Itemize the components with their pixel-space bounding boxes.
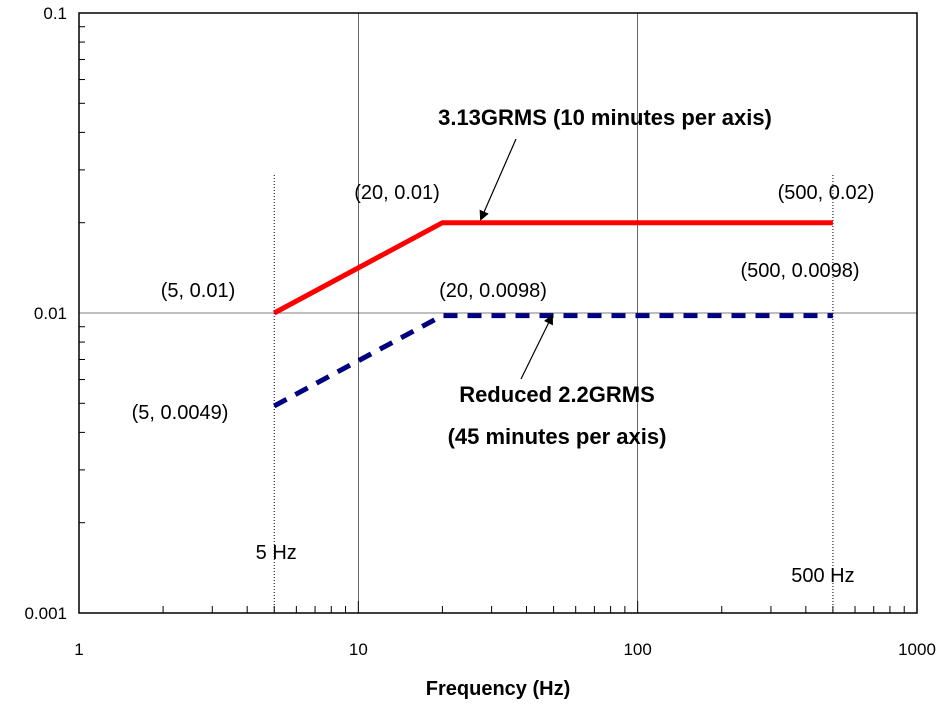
- marker-line-label: 5 Hz: [256, 542, 297, 564]
- x-tick-label: 1: [74, 640, 83, 659]
- point-annotation: (20, 0.01): [354, 182, 440, 204]
- marker-line-label: 500 Hz: [791, 565, 854, 587]
- callout-arrows: [479, 138, 553, 380]
- point-annotation: (20, 0.0098): [439, 280, 547, 302]
- point-annotation: (500, 0.0098): [741, 260, 860, 282]
- callout-reduced-line-1: Reduced 2.2GRMS: [459, 382, 655, 407]
- marker-lines: [273, 175, 834, 613]
- point-annotation: (500, 0.02): [778, 182, 875, 204]
- y-tick-label: 0.01: [34, 304, 67, 323]
- grid: [79, 13, 917, 613]
- y-tick-label: 0.001: [24, 604, 67, 623]
- plot-area-frame: [78, 12, 918, 614]
- text-labels: 1 10 100 1000 0.1 0.01 0.001 5 Hz 500 Hz (20, 0.0…: [24, 4, 935, 700]
- x-tick-label: 100: [623, 640, 651, 659]
- callout-arrow-3-13grms: [479, 138, 517, 221]
- x-axis-label: Frequency (Hz): [426, 678, 570, 700]
- callout-3-13grms: 3.13GRMS (10 minutes per axis): [438, 105, 772, 130]
- callout-arrow-reduced: [520, 314, 553, 380]
- point-annotation: (5, 0.0049): [132, 402, 229, 424]
- x-tick-label: 1000: [898, 640, 936, 659]
- x-tick-label: 10: [349, 640, 368, 659]
- callout-reduced-line-2: (45 minutes per axis): [448, 424, 667, 449]
- y-tick-label: 0.1: [43, 4, 67, 23]
- point-annotation: (5, 0.01): [161, 280, 235, 302]
- series-line-3-13grms: [273, 220, 833, 316]
- series: [273, 220, 833, 409]
